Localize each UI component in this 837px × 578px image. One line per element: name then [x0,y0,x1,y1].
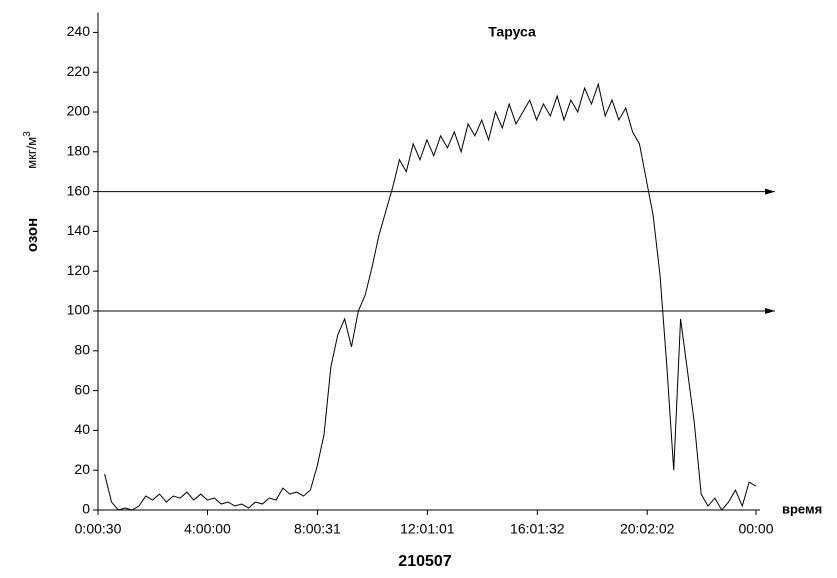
x-tick-label: 12:01:01 [400,521,455,537]
y-tick-label: 80 [74,342,90,358]
y-tick-label: 0 [82,501,90,517]
x-tick-label: 0:00:30 [75,521,122,537]
x-axis-sublabel: 210507 [398,553,451,570]
y-tick-label: 180 [67,143,91,159]
y-tick-label: 140 [67,222,91,238]
y-axis-unit: мкг/м3 [22,131,40,169]
x-tick-label: 4:00:00 [184,521,231,537]
data-line [104,82,757,511]
y-tick-label: 60 [74,381,90,397]
y-axis-unit-text: мкг/м [24,137,39,169]
x-tick-label: 00:00 [738,521,773,537]
x-axis-label: время [782,501,822,516]
y-tick-label: 220 [67,63,91,79]
y-tick-label: 200 [67,103,91,119]
y-tick-label: 240 [67,23,91,39]
y-tick-label: 20 [74,461,90,477]
y-axis-unit-sup: 3 [22,131,33,137]
x-tick-label: 16:01:32 [510,521,565,537]
x-tick-label: 8:00:31 [294,521,341,537]
y-tick-label: 160 [67,182,91,198]
y-axis-label: озон [24,218,41,252]
y-tick-label: 120 [67,262,91,278]
x-tick-label: 20:02:02 [620,521,675,537]
chart-title: Таруса [488,24,536,40]
y-tick-label: 100 [67,302,91,318]
y-tick-label: 40 [74,421,90,437]
